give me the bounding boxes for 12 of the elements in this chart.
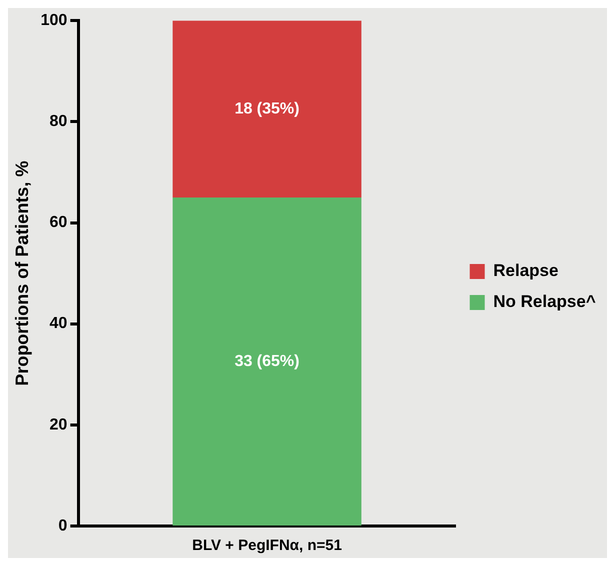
y-tick-label: 80 xyxy=(50,113,68,130)
y-tick-label: 0 xyxy=(58,517,68,534)
y-tick-label: 100 xyxy=(40,12,68,30)
y-tick-label: 20 xyxy=(50,416,68,434)
legend-label: Relapse xyxy=(493,261,558,280)
y-axis-title: Proportions of Patients, % xyxy=(12,160,32,386)
y-tick-label: 40 xyxy=(50,315,68,332)
legend-label: No Relapse^ xyxy=(493,292,596,312)
data-label: 33 (65%) xyxy=(234,352,300,370)
y-tick-label: 60 xyxy=(50,214,68,232)
x-tick-label: BLV + PegIFNα, n=51 xyxy=(192,537,342,554)
data-label: 18 (35%) xyxy=(234,100,300,118)
